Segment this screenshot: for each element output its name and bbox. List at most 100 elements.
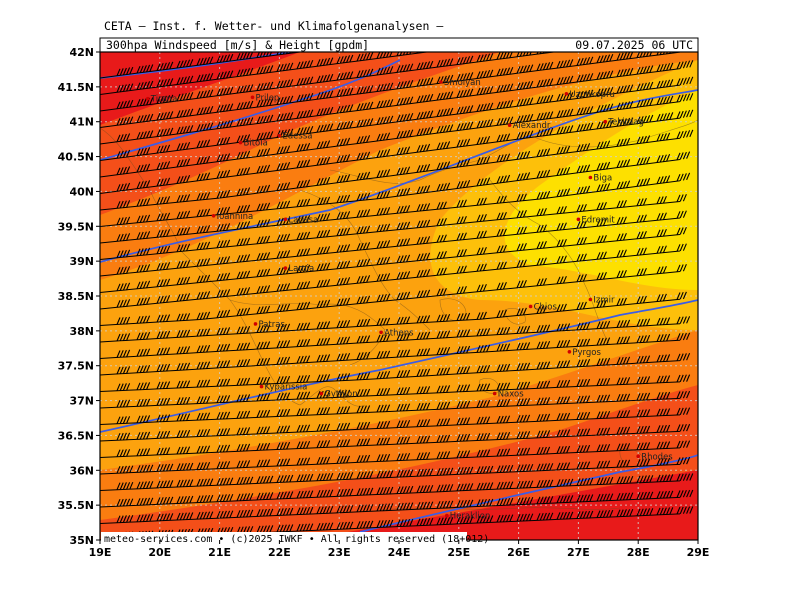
barb-feather [196, 107, 201, 116]
barb-feather [622, 377, 627, 385]
barb-feather [482, 246, 487, 255]
barb-feather [159, 497, 164, 505]
barb-feather [676, 194, 681, 203]
barb-feather [439, 314, 444, 322]
barb-feather [559, 167, 564, 176]
barb-feather [219, 411, 224, 420]
barb-feather [459, 401, 464, 409]
barb-feather [156, 364, 161, 372]
barb-feather [442, 484, 447, 492]
barb-feather [559, 206, 564, 214]
barb-feather [602, 460, 607, 469]
barb-feather [282, 283, 287, 291]
barb-feather [602, 411, 607, 419]
barb-feather [456, 384, 461, 393]
barb-feather [662, 212, 667, 220]
barb-feather [382, 256, 387, 265]
barb-feather [419, 485, 424, 493]
barb-feather [436, 484, 441, 493]
barb-feather [582, 203, 587, 212]
barb-feather [622, 232, 627, 241]
barb-feather [449, 58, 454, 66]
barb-feather [166, 463, 171, 472]
barb-feather [607, 5, 610, 12]
barb-feather [342, 72, 347, 80]
barb-feather [556, 396, 561, 405]
barb-feather [122, 200, 127, 208]
barb-feather [482, 399, 487, 408]
barb-feather [416, 332, 421, 340]
barb-feather [246, 287, 251, 295]
barb-feather [496, 118, 501, 126]
barb-feather [239, 221, 244, 230]
barb-feather [322, 124, 327, 132]
barb-feather [389, 519, 394, 528]
barb-feather [539, 479, 544, 488]
barb-feather [642, 335, 647, 343]
barb-feather [282, 233, 287, 242]
barb-feather [399, 453, 404, 461]
barb-feather [416, 112, 421, 120]
barb-feather [536, 496, 541, 505]
barb-feather [509, 514, 514, 522]
barb-feather [666, 375, 671, 383]
barb-feather [276, 324, 281, 332]
barb-feather [602, 183, 607, 192]
barb-feather [339, 175, 344, 183]
barb-feather [236, 238, 241, 247]
barb-feather [142, 98, 147, 106]
barb-feather [682, 93, 687, 102]
barb-feather [199, 74, 204, 82]
barb-feather [566, 125, 571, 134]
barb-feather [249, 117, 254, 125]
barb-feather [379, 207, 384, 216]
barb-feather [659, 334, 664, 342]
barb-feather [449, 467, 454, 476]
barb-feather [559, 413, 564, 421]
barb-feather [176, 143, 181, 151]
barb-feather [462, 248, 467, 257]
barb-feather [359, 86, 364, 94]
barb-feather [216, 428, 221, 436]
barb-feather [426, 518, 431, 526]
barb-feather [286, 392, 291, 400]
barb-feather [342, 422, 347, 431]
barb-feather [116, 300, 121, 308]
barb-feather [526, 497, 531, 505]
barb-feather [142, 280, 147, 289]
barb-feather [676, 152, 681, 161]
barb-feather [179, 346, 184, 354]
barb-feather [239, 476, 244, 485]
barb-feather [676, 61, 681, 70]
barb-feather [319, 213, 324, 222]
barb-feather [376, 318, 381, 326]
barb-feather [202, 429, 207, 437]
barb-feather [376, 84, 381, 92]
barb-feather [439, 434, 444, 443]
barb-feather [166, 314, 171, 322]
barb-feather [642, 178, 647, 186]
barb-feather [116, 250, 121, 259]
barb-feather [342, 154, 347, 163]
barb-feather [182, 346, 187, 354]
barb-feather [266, 52, 270, 57]
barb-feather [326, 374, 331, 382]
barb-feather [179, 512, 184, 521]
barb-feather [289, 79, 294, 87]
barb-feather [622, 180, 627, 189]
barb-feather [342, 336, 347, 345]
barb-feather [326, 390, 331, 399]
barb-feather [179, 496, 184, 504]
barb-feather [219, 88, 224, 96]
barb-feather [656, 80, 661, 89]
barb-feather [426, 61, 431, 69]
barb-feather [576, 511, 581, 519]
barb-feather [342, 211, 347, 219]
barb-feather [402, 486, 407, 494]
barb-feather [316, 108, 321, 117]
barb-feather [119, 416, 124, 424]
barb-feather [466, 329, 471, 337]
barb-feather [602, 427, 607, 436]
barb-feather [126, 233, 131, 241]
barb-feather [269, 131, 274, 139]
